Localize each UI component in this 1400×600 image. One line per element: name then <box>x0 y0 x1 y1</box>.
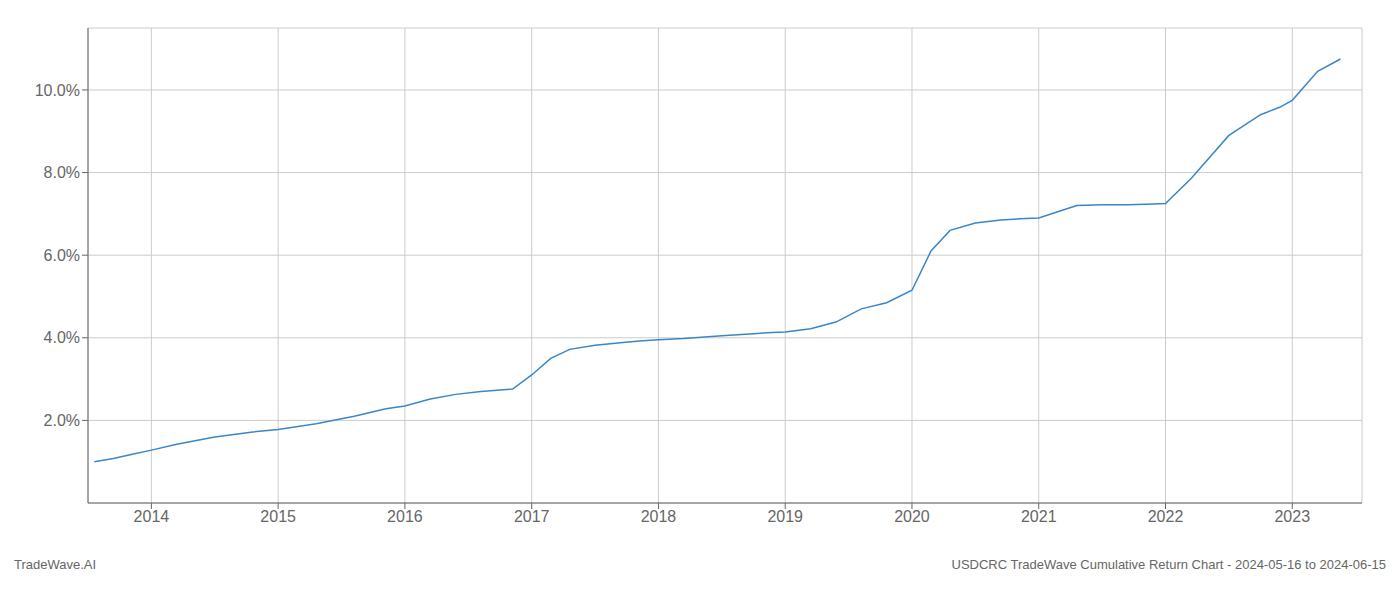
svg-text:10.0%: 10.0% <box>35 82 80 99</box>
svg-text:8.0%: 8.0% <box>44 164 80 181</box>
svg-text:2019: 2019 <box>767 508 803 525</box>
svg-text:2021: 2021 <box>1021 508 1057 525</box>
svg-text:2022: 2022 <box>1148 508 1184 525</box>
html-text:USDCRC TradeWave Cumulative Re: USDCRC TradeWave Cumulative Return Chart… <box>951 557 1386 572</box>
svg-text:6.0%: 6.0% <box>44 247 80 264</box>
svg-text:2018: 2018 <box>641 508 677 525</box>
svg-text:2.0%: 2.0% <box>44 412 80 429</box>
svg-text:2017: 2017 <box>514 508 550 525</box>
html-text:TradeWave.AI: TradeWave.AI <box>14 557 97 572</box>
svg-text:2016: 2016 <box>387 508 423 525</box>
svg-text:2023: 2023 <box>1274 508 1310 525</box>
svg-text:4.0%: 4.0% <box>44 329 80 346</box>
svg-text:2014: 2014 <box>134 508 170 525</box>
svg-text:2020: 2020 <box>894 508 930 525</box>
svg-text:2015: 2015 <box>260 508 296 525</box>
